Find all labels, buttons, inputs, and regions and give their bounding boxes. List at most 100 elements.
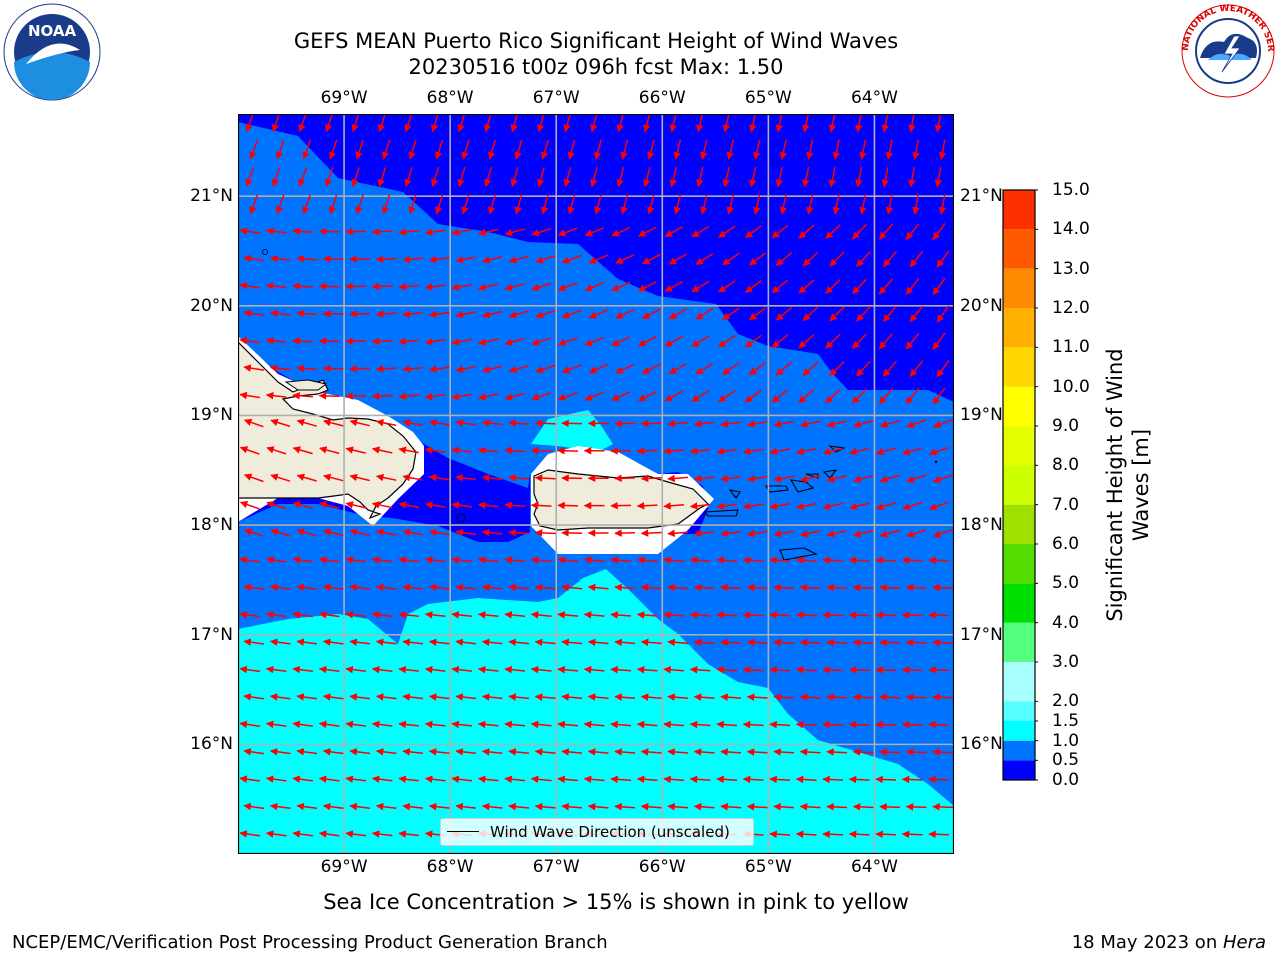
- direction-arrow: [434, 139, 444, 160]
- direction-arrow: [477, 393, 499, 401]
- colorbar-tick-label: 2.0: [1052, 691, 1080, 712]
- direction-arrow: [402, 528, 423, 537]
- direction-arrow: [296, 693, 317, 701]
- direction-arrow: [508, 474, 530, 482]
- direction-arrow: [530, 556, 552, 564]
- direction-arrow: [769, 556, 791, 564]
- direction-arrow: [826, 420, 847, 428]
- direction-arrow: [345, 556, 366, 564]
- direction-arrow: [349, 693, 370, 701]
- direction-arrow: [693, 693, 715, 701]
- colorbar-tick-label: 3.0: [1052, 652, 1080, 672]
- direction-arrow: [773, 475, 794, 483]
- colorbar-segment: [1003, 465, 1035, 505]
- direction-arrow: [530, 611, 552, 619]
- direction-arrow: [773, 420, 794, 428]
- direction-arrow: [302, 139, 312, 160]
- direction-arrow: [349, 638, 370, 646]
- direction-arrow: [720, 803, 742, 811]
- direction-arrow: [508, 365, 529, 374]
- direction-arrow: [455, 802, 476, 811]
- direction-arrow: [375, 583, 397, 592]
- direction-arrow: [691, 280, 710, 293]
- direction-arrow: [695, 362, 714, 375]
- direction-arrow: [720, 583, 742, 592]
- direction-arrow: [541, 139, 549, 160]
- direction-arrow: [773, 583, 795, 592]
- colorbar-tick-label: 1.5: [1052, 711, 1080, 731]
- direction-arrow: [428, 583, 450, 592]
- direction-arrow: [802, 306, 819, 322]
- direction-arrow: [859, 194, 867, 215]
- colorbar-segment: [1003, 386, 1035, 426]
- direction-arrow: [265, 720, 287, 729]
- direction-arrow: [742, 775, 764, 784]
- direction-arrow: [795, 556, 817, 564]
- direction-arrow: [296, 309, 318, 318]
- direction-arrow: [879, 693, 901, 702]
- direction-arrow: [355, 194, 364, 215]
- direction-arrow: [746, 638, 768, 647]
- direction-arrow: [802, 114, 810, 133]
- direction-arrow: [481, 474, 503, 482]
- lat-tick-label-right: 20°N: [960, 295, 1003, 316]
- direction-arrow: [882, 305, 898, 322]
- direction-arrow: [640, 583, 662, 592]
- direction-arrow: [504, 556, 526, 564]
- direction-arrow: [902, 501, 923, 511]
- direction-arrow: [477, 228, 499, 236]
- direction-arrow: [296, 418, 317, 427]
- colorbar: [1002, 189, 1038, 781]
- direction-arrow: [428, 255, 450, 264]
- direction-arrow: [852, 748, 874, 756]
- direction-arrow: [375, 365, 397, 373]
- direction-arrow: [434, 194, 444, 215]
- lat-tick-label-left: 20°N: [190, 295, 233, 316]
- direction-arrow: [318, 775, 340, 783]
- direction-arrow: [245, 114, 254, 133]
- direction-arrow: [875, 720, 897, 729]
- direction-arrow: [477, 446, 499, 455]
- direction-arrow: [557, 391, 578, 401]
- lat-tick-label-right: 21°N: [960, 186, 1003, 207]
- direction-arrow: [928, 446, 949, 456]
- direction-arrow: [614, 638, 636, 647]
- direction-arrow: [583, 665, 605, 674]
- direction-arrow: [875, 556, 897, 565]
- direction-arrow: [875, 775, 897, 784]
- direction-arrow: [482, 365, 503, 373]
- direction-arrow: [590, 114, 598, 133]
- direction-arrow: [928, 666, 950, 674]
- direction-arrow: [322, 583, 344, 592]
- direction-arrow: [381, 139, 391, 160]
- direction-arrow: [504, 665, 526, 674]
- direction-arrow: [773, 803, 795, 811]
- direction-arrow: [371, 501, 393, 509]
- direction-arrow: [318, 611, 340, 619]
- direction-arrow: [852, 693, 874, 701]
- direction-arrow: [856, 305, 871, 322]
- direction-arrow: [901, 666, 923, 674]
- direction-arrow: [296, 583, 317, 592]
- direction-arrow: [668, 362, 688, 375]
- direction-arrow: [451, 556, 472, 564]
- direction-arrow: [239, 282, 261, 290]
- direction-arrow: [636, 611, 658, 619]
- direction-arrow: [398, 556, 419, 564]
- direction-arrow: [584, 391, 604, 401]
- direction-arrow: [718, 225, 736, 238]
- direction-arrow: [881, 166, 890, 188]
- direction-arrow: [700, 194, 708, 215]
- direction-arrow: [345, 665, 366, 674]
- direction-arrow: [265, 611, 287, 619]
- direction-arrow: [349, 419, 370, 427]
- direction-arrow: [610, 775, 632, 784]
- direction-arrow: [534, 529, 556, 537]
- direction-arrow: [822, 447, 843, 456]
- direction-arrow: [806, 139, 814, 160]
- direction-arrow: [428, 474, 450, 482]
- direction-arrow: [424, 392, 446, 401]
- direction-arrow: [664, 390, 684, 402]
- direction-arrow: [349, 802, 370, 811]
- direction-arrow: [249, 194, 259, 215]
